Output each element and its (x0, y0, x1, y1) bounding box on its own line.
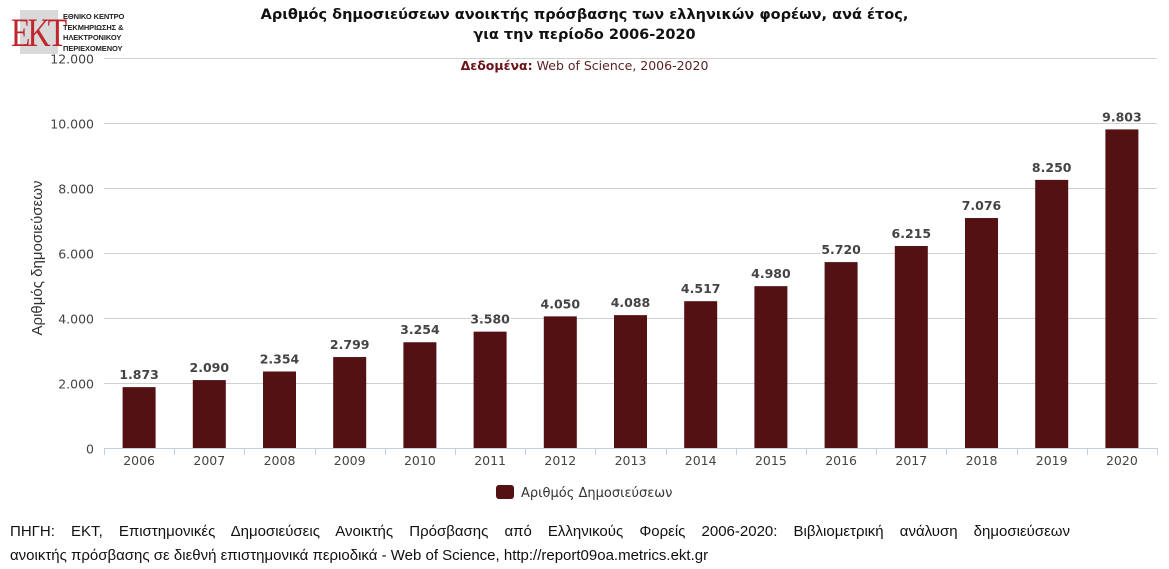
data-label-2007: 2.090 (190, 360, 230, 375)
legend-label[interactable]: Αριθμός Δημοσιεύσεων (521, 486, 672, 501)
subtitle-label: Δεδομένα: (460, 58, 533, 73)
y-tick-label: 2.000 (58, 377, 94, 392)
y-tick-label: 8.000 (58, 182, 94, 197)
y-tick-label: 4.000 (58, 312, 94, 327)
x-tick-label-2012: 2012 (544, 453, 576, 468)
x-tick-label-2011: 2011 (474, 453, 506, 468)
bar-2017[interactable] (894, 246, 928, 448)
bar-2006[interactable] (122, 387, 156, 448)
y-axis-title: Αριθμός δημοσιεύσεων (29, 181, 46, 336)
data-label-2010: 3.254 (400, 322, 440, 337)
chart-subtitle: Δεδομένα: Web of Science, 2006-2020 (0, 58, 1169, 73)
logo-text-line: ΠΕΡΙΕΧΟΜΕΝΟΥ (63, 43, 123, 53)
bar-2013[interactable] (614, 315, 647, 448)
chart-title-line1: Αριθμός δημοσιεύσεων ανοικτής πρόσβασης … (260, 7, 909, 23)
data-labels: 1.873 2.090 2.354 2.799 3.254 3.580 4.050 4.088… (118, 108, 1143, 384)
data-label-2016: 5.720 (821, 242, 861, 257)
logo-text-line: ΕΘΝΙΚΟ ΚΕΝΤΡΟ (63, 12, 125, 21)
caption-line2: ανοικτής πρόσβασης σε διεθνή επιστημονικ… (10, 547, 709, 564)
data-label-2020: 9.803 (1102, 109, 1142, 124)
bar-2018[interactable] (965, 218, 998, 448)
bar-2011[interactable] (473, 331, 507, 448)
x-tick-label-2010: 2010 (404, 453, 436, 468)
x-tick-label-2013: 2013 (615, 453, 647, 468)
data-label-2015: 4.980 (751, 266, 791, 281)
bar-2020[interactable] (1105, 129, 1139, 448)
bar-2007[interactable] (192, 380, 226, 448)
y-tick-label: 12.000 (50, 52, 94, 67)
chart-title-line2: για την περίοδο 2006-2020 (473, 27, 696, 43)
x-axis: 2006 2007 2008 2009 2010 2011 2012 2013 2014 2015… (104, 448, 1158, 468)
caption-line1: ΠΗΓΗ: ΕΚΤ, Επιστημονικές Δημοσιεύσεις Αν… (10, 523, 1070, 540)
data-label-2013: 4.088 (611, 295, 651, 310)
data-label-2006: 1.873 (119, 367, 159, 382)
bar-2012[interactable] (543, 316, 577, 448)
subtitle-text: Web of Science, 2006-2020 (532, 58, 709, 73)
ekt-logo-text: ΕΘΝΙΚΟ ΚΕΝΤΡΟ ΤΕΚΜΗΡΙΩΣΗΣ & ΗΛΕΚΤΡΟΝΙΚΟΥ… (63, 12, 124, 54)
x-tick-label-2016: 2016 (825, 453, 857, 468)
bar-2010[interactable] (403, 342, 437, 448)
bar-2009[interactable] (333, 357, 367, 448)
y-tick-label: 0 (86, 442, 94, 457)
data-label-2017: 6.215 (892, 226, 932, 241)
ekt-logo: EKT (11, 10, 67, 54)
bar-2008[interactable] (263, 371, 296, 448)
y-tick-label: 6.000 (58, 247, 94, 262)
chart-title: Αριθμός δημοσιεύσεων ανοικτής πρόσβασης … (0, 5, 1169, 45)
x-tick-label-2019: 2019 (1036, 453, 1068, 468)
data-label-2012: 4.050 (541, 296, 581, 311)
x-tick-label-2017: 2017 (895, 453, 927, 468)
data-label-2011: 3.580 (470, 312, 510, 327)
data-label-2009: 2.799 (330, 337, 370, 352)
x-tick-label-2015: 2015 (755, 453, 787, 468)
bar-2014[interactable] (684, 301, 718, 448)
x-tick-label-2007: 2007 (193, 453, 225, 468)
x-tick-label-2006: 2006 (123, 453, 155, 468)
logo-text-line: ΗΛΕΚΤΡΟΝΙΚΟΥ (63, 33, 122, 42)
data-label-2008: 2.354 (260, 351, 300, 366)
x-tick-label-2014: 2014 (685, 453, 717, 468)
y-axis-tick-labels: 0 2.000 4.000 6.000 8.000 10.000 12.000 (50, 52, 94, 457)
source-caption: ΠΗΓΗ: ΕΚΤ, Επιστημονικές Δημοσιεύσεις Αν… (10, 520, 1070, 568)
bars (122, 129, 1139, 448)
x-tick-label-2018: 2018 (966, 453, 998, 468)
ekt-logo-mark: EKT (10, 9, 67, 55)
bar-2019[interactable] (1035, 179, 1069, 448)
data-label-2018: 7.076 (962, 198, 1002, 213)
data-label-2014: 4.517 (681, 281, 721, 296)
x-tick-label-2008: 2008 (264, 453, 296, 468)
bar-2016[interactable] (824, 262, 858, 448)
data-label-2019: 8.250 (1032, 160, 1072, 175)
legend[interactable]: Αριθμός Δημοσιεύσεων (496, 485, 672, 501)
bar-2015[interactable] (754, 286, 788, 448)
legend-swatch (496, 485, 514, 499)
x-tick-label-2020: 2020 (1106, 453, 1138, 468)
y-tick-label: 10.000 (50, 117, 94, 132)
x-tick-label-2009: 2009 (334, 453, 366, 468)
logo-text-line: ΤΕΚΜΗΡΙΩΣΗΣ & (63, 22, 124, 32)
